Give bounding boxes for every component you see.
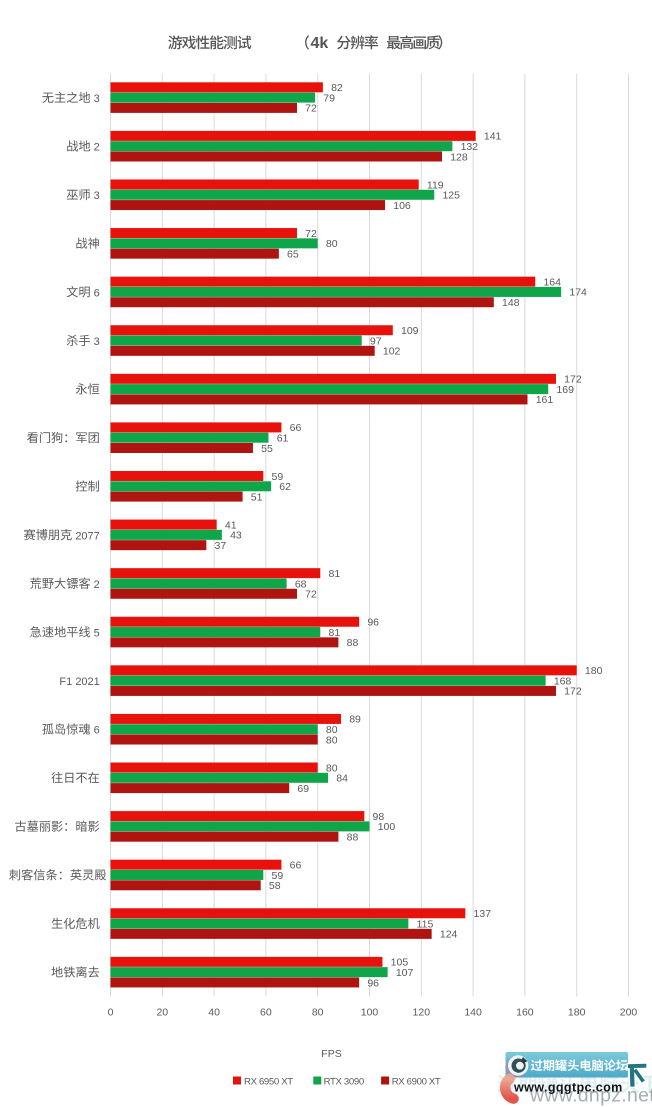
svg-text:172: 172 — [564, 686, 582, 698]
svg-text:20: 20 — [156, 1007, 168, 1019]
svg-text:51: 51 — [251, 491, 263, 503]
svg-text:89: 89 — [349, 714, 361, 726]
svg-text:43: 43 — [230, 530, 242, 542]
svg-text:RX 6950 XT: RX 6950 XT — [244, 1077, 293, 1088]
svg-text:37: 37 — [215, 540, 227, 552]
svg-text:2: 2 — [94, 579, 100, 591]
svg-text:65: 65 — [287, 248, 299, 260]
svg-text:132: 132 — [461, 141, 479, 153]
svg-text:98: 98 — [373, 811, 385, 823]
svg-text:82: 82 — [331, 82, 343, 94]
svg-text:88: 88 — [347, 637, 359, 649]
svg-text:66: 66 — [290, 859, 302, 871]
svg-text:2077: 2077 — [75, 530, 99, 542]
svg-text:0: 0 — [108, 1007, 114, 1019]
svg-text:80: 80 — [326, 734, 338, 746]
svg-text:172: 172 — [564, 374, 582, 386]
svg-text:6: 6 — [94, 725, 100, 737]
svg-text:120: 120 — [413, 1007, 431, 1019]
svg-text:107: 107 — [396, 967, 414, 979]
svg-text:106: 106 — [393, 200, 411, 212]
svg-text:137: 137 — [474, 908, 492, 920]
svg-text:174: 174 — [569, 287, 587, 299]
svg-text:84: 84 — [336, 773, 348, 785]
svg-text:160: 160 — [516, 1007, 534, 1019]
svg-text:59: 59 — [272, 471, 284, 483]
svg-text:FPS: FPS — [321, 1048, 341, 1060]
svg-text:119: 119 — [427, 179, 444, 191]
svg-text:148: 148 — [502, 297, 520, 309]
svg-text:79: 79 — [323, 92, 335, 104]
svg-text:128: 128 — [450, 151, 468, 163]
svg-text:140: 140 — [464, 1007, 482, 1019]
svg-text:100: 100 — [361, 1007, 379, 1019]
svg-text:161: 161 — [536, 394, 554, 406]
svg-text:168: 168 — [554, 675, 572, 687]
svg-text:69: 69 — [297, 783, 309, 795]
svg-text:RX 6900 XT: RX 6900 XT — [392, 1077, 441, 1088]
svg-text:141: 141 — [484, 131, 502, 143]
svg-text:124: 124 — [440, 929, 458, 941]
svg-text:115: 115 — [417, 918, 434, 930]
svg-text:41: 41 — [225, 519, 237, 531]
svg-text:200: 200 — [620, 1007, 638, 1019]
svg-text:97: 97 — [370, 335, 382, 347]
svg-text:www.dnpz.net: www.dnpz.net — [529, 1085, 652, 1107]
svg-text:www.gqgtpc.com: www.gqgtpc.com — [513, 1081, 623, 1095]
svg-text:60: 60 — [260, 1007, 272, 1019]
svg-text:169: 169 — [556, 384, 574, 396]
svg-text:180: 180 — [568, 1007, 586, 1019]
svg-text:164: 164 — [543, 276, 561, 288]
svg-text:80: 80 — [326, 762, 338, 774]
svg-text:80: 80 — [326, 724, 338, 736]
svg-text:62: 62 — [279, 481, 291, 493]
svg-text:96: 96 — [367, 977, 379, 989]
svg-text:2: 2 — [94, 142, 100, 154]
svg-text:61: 61 — [277, 433, 289, 445]
svg-text:81: 81 — [328, 627, 340, 639]
svg-text:125: 125 — [442, 190, 460, 202]
svg-text:6: 6 — [94, 287, 100, 299]
svg-text:3: 3 — [94, 190, 100, 202]
svg-text:180: 180 — [585, 665, 603, 677]
svg-text:66: 66 — [290, 422, 302, 434]
svg-text:102: 102 — [383, 346, 401, 358]
svg-text:80: 80 — [312, 1007, 324, 1019]
svg-text:40: 40 — [208, 1007, 220, 1019]
svg-text:105: 105 — [391, 957, 409, 969]
svg-text:4k: 4k — [311, 35, 329, 52]
svg-text:96: 96 — [367, 617, 379, 629]
svg-text:68: 68 — [295, 578, 307, 590]
svg-text:88: 88 — [347, 831, 359, 843]
svg-text:100: 100 — [378, 821, 396, 833]
svg-text:F1 2021: F1 2021 — [59, 676, 99, 688]
svg-text:58: 58 — [269, 880, 281, 892]
svg-text:3: 3 — [94, 336, 100, 348]
svg-text:59: 59 — [272, 870, 284, 882]
svg-text:72: 72 — [305, 103, 317, 115]
svg-text:72: 72 — [305, 589, 317, 601]
svg-text:109: 109 — [401, 325, 419, 337]
svg-text:81: 81 — [328, 568, 340, 580]
svg-text:3: 3 — [94, 93, 100, 105]
svg-text:RTX 3090: RTX 3090 — [324, 1077, 364, 1088]
svg-text:5: 5 — [94, 627, 100, 639]
svg-text:72: 72 — [305, 228, 317, 240]
svg-text:55: 55 — [261, 443, 273, 455]
svg-text:80: 80 — [326, 238, 338, 250]
